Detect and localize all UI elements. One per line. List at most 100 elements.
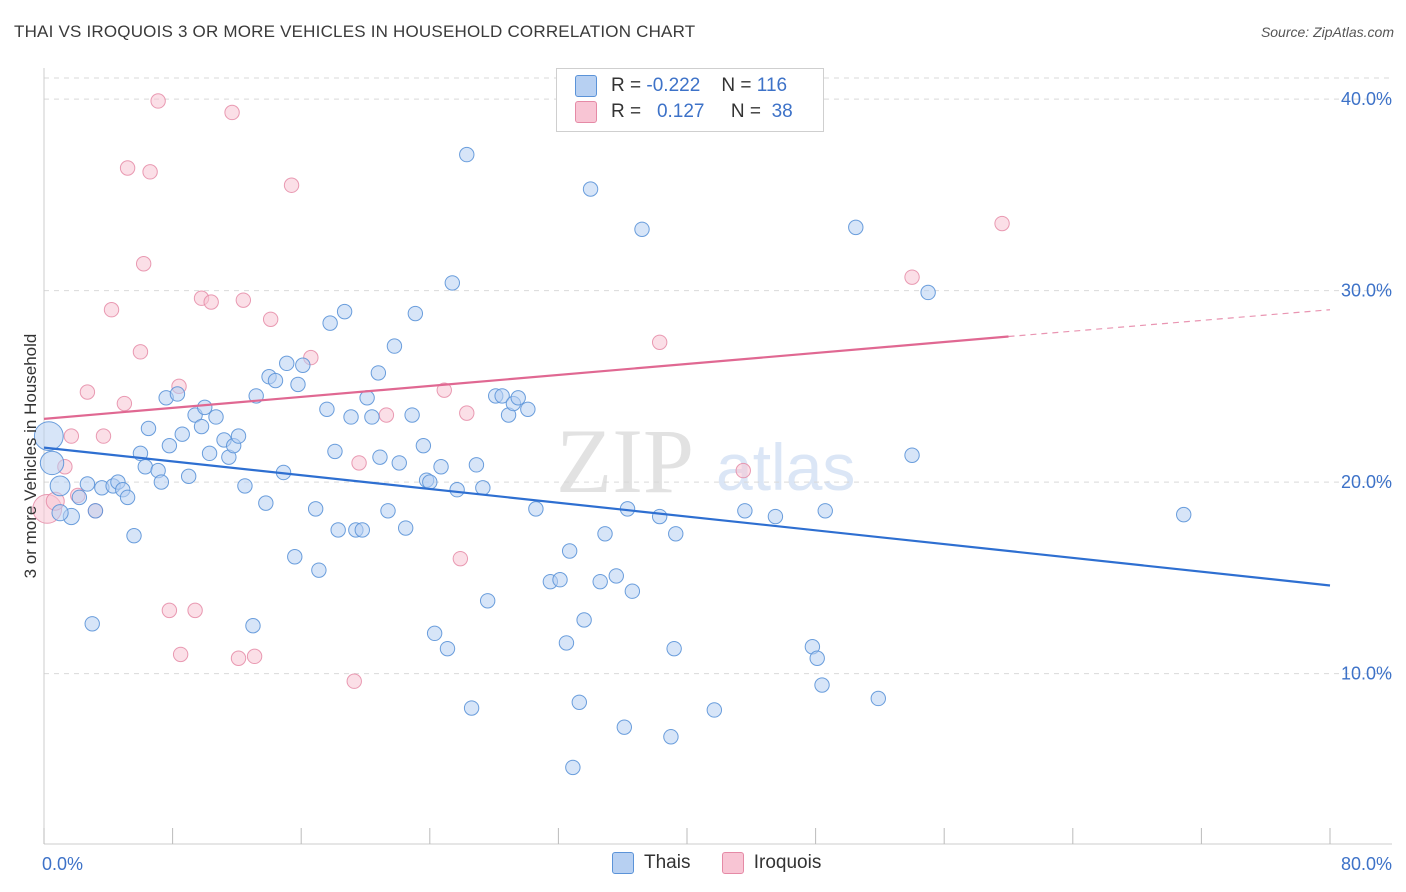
thais-point — [364, 409, 380, 425]
thais-swatch-icon — [575, 75, 597, 97]
thais-point — [576, 612, 592, 628]
iroquois-point — [161, 602, 178, 619]
iroquois-point — [436, 382, 452, 398]
thais-point — [494, 388, 510, 404]
thais-point — [161, 437, 178, 454]
thais-point — [920, 284, 936, 301]
gridlines — [44, 77, 1392, 675]
thais-point — [624, 583, 641, 599]
thais-point — [668, 526, 684, 542]
thais-point — [386, 338, 403, 354]
thais-point — [558, 635, 575, 651]
thais-point — [528, 501, 544, 517]
iroquois-point — [79, 384, 96, 400]
iroquois-point — [651, 334, 668, 350]
thais-point — [237, 478, 253, 494]
iroquois-point — [142, 164, 158, 180]
thais-point — [140, 420, 157, 437]
thais-point — [634, 221, 650, 237]
correlation-legend: R = -0.222 N = 116 R = 0.127 N = 38 — [556, 68, 824, 132]
thais-points — [33, 146, 1192, 776]
thais-point — [561, 543, 578, 559]
thais-point — [84, 616, 100, 632]
thais-point — [290, 376, 306, 393]
thais-point — [663, 729, 679, 745]
trend-lines — [43, 309, 1331, 587]
thais-point — [391, 455, 407, 471]
chart-title: THAI VS IROQUOIS 3 OR MORE VEHICLES IN H… — [14, 22, 696, 41]
thais-point — [380, 503, 396, 519]
iroquois-point — [132, 344, 149, 360]
thais-point — [153, 474, 170, 490]
thais-point — [193, 418, 210, 435]
thais-point — [343, 409, 359, 425]
thais-point — [597, 526, 613, 542]
thais-point — [565, 759, 581, 776]
thais-point — [706, 702, 723, 718]
thais-point — [71, 489, 88, 506]
iroquois-point — [283, 177, 300, 193]
x-tick-label: 80.0% — [1341, 854, 1392, 874]
y-tick-label: 40.0% — [1341, 89, 1392, 109]
thais-trend-line — [43, 446, 1331, 587]
iroquois-point — [224, 104, 240, 121]
thais-point — [520, 401, 536, 417]
legend-n-label: N = — [721, 75, 752, 96]
thais-point — [267, 372, 284, 389]
thais-point — [407, 305, 424, 322]
iroquois-point — [351, 455, 367, 471]
thais-point — [180, 468, 197, 485]
iroquois-point — [95, 428, 112, 444]
thais-point — [372, 449, 388, 465]
legend-r-value: 0.127 — [656, 101, 705, 122]
thais-point — [510, 390, 526, 406]
iroquois-point — [735, 462, 751, 479]
iroquois-point — [452, 550, 469, 567]
y-tick-label: 20.0% — [1341, 472, 1392, 492]
thais-point — [39, 450, 65, 476]
iroquois-point — [203, 294, 219, 310]
legend-n-label: N = — [730, 101, 762, 122]
thais-point — [552, 572, 568, 588]
thais-point — [279, 355, 295, 372]
iroquois-point — [119, 160, 136, 176]
iroquois-point — [172, 646, 189, 663]
y-tick-label: 10.0% — [1341, 664, 1392, 684]
thais-point — [571, 694, 587, 710]
thais-point — [459, 146, 475, 163]
thais-point — [426, 625, 443, 642]
thais-point — [479, 593, 496, 609]
legend-label-thais: Thais — [644, 852, 691, 873]
thais-point — [616, 719, 633, 735]
iroquois-swatch-icon — [575, 101, 597, 123]
thais-point — [439, 640, 456, 657]
thais-point — [592, 573, 608, 590]
y-tick-label: 30.0% — [1341, 281, 1392, 301]
thais-point — [119, 489, 136, 506]
legend-row-iroquois: R = 0.127 N = 38 — [575, 101, 793, 127]
thais-point — [582, 181, 599, 197]
series-legend: Thais Iroquois — [612, 852, 847, 874]
legend-r-label: R = — [611, 101, 642, 122]
thais-point — [287, 549, 303, 565]
iroquois-point — [378, 407, 395, 423]
thais-point — [354, 522, 370, 538]
legend-n-value: 116 — [756, 75, 788, 96]
y-axis-label: 3 or more Vehicles in Household — [21, 334, 40, 579]
thais-point — [449, 482, 465, 498]
legend-item-thais: Thais — [612, 852, 690, 874]
legend-label-iroquois: Iroquois — [753, 852, 822, 873]
thais-point — [245, 617, 261, 634]
iroquois-point — [459, 405, 475, 421]
thais-point — [126, 527, 142, 544]
thais-point — [208, 409, 224, 425]
legend-item-iroquois: Iroquois — [721, 852, 822, 874]
thais-point — [137, 459, 153, 475]
iroquois-point — [246, 648, 263, 665]
thais-point — [848, 219, 864, 236]
iroquois-point — [346, 673, 362, 689]
legend-r-label: R = — [611, 75, 642, 96]
iroquois-point — [187, 602, 203, 619]
thais-point — [230, 428, 247, 444]
